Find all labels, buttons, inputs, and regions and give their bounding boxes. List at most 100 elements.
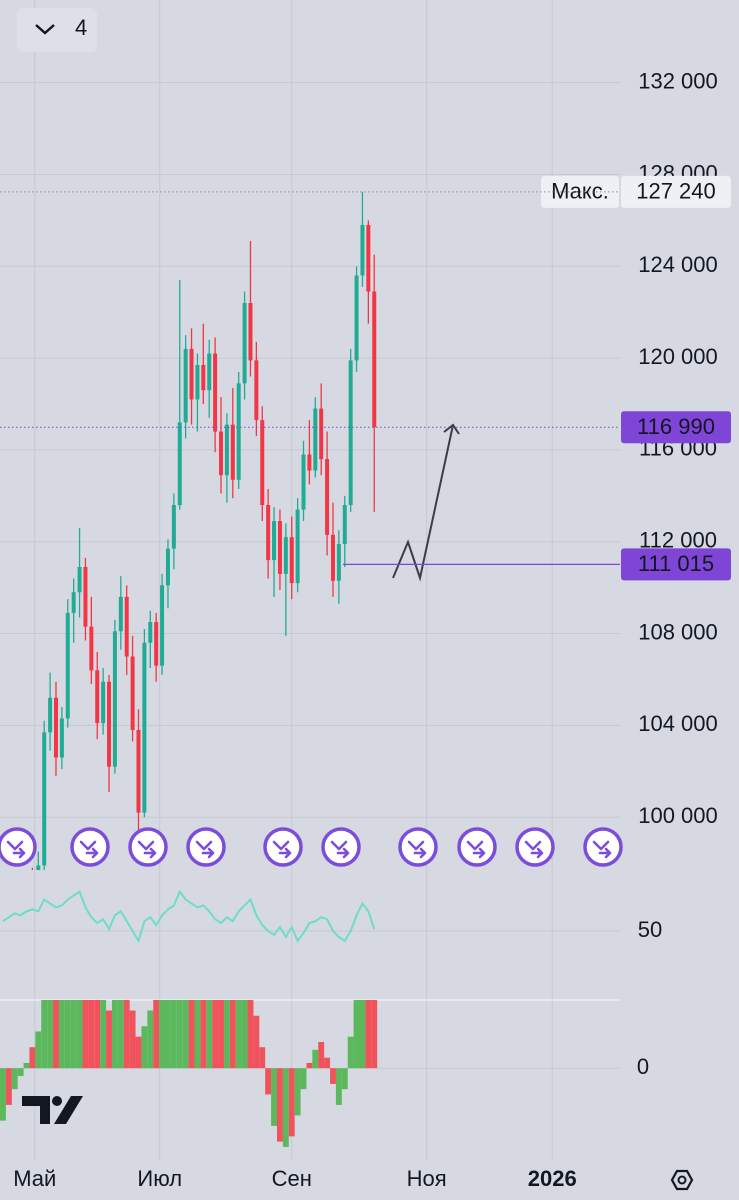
event-icon-glyph [195,840,215,859]
histogram-bar [29,1047,36,1069]
candle-body [342,505,347,545]
candle-body [118,596,123,632]
histogram-bar [335,1068,342,1105]
candle-body [330,534,335,581]
price-name: Макс. [551,179,609,204]
event-icon[interactable] [583,827,623,867]
histogram-bar [117,1000,124,1069]
event-icon[interactable] [0,827,37,867]
candle-body [154,622,159,666]
candle-body [42,732,47,866]
candle-body [266,505,271,561]
event-icon[interactable] [321,827,361,867]
histogram-bar [82,1000,89,1069]
candle-body [71,592,76,613]
histogram-bar [35,1031,42,1069]
histogram-bar [53,1000,59,1069]
candle-body [248,303,253,361]
candle-body [230,424,235,480]
price-label-box [621,175,731,208]
histogram-bar [218,1000,224,1069]
rsi-line [2,889,376,944]
candle-body [325,459,330,535]
histogram-bar [365,1000,372,1069]
logo-part [52,1096,62,1106]
candle-body [201,364,206,391]
histogram-bar [129,1010,136,1069]
event-icon[interactable] [398,827,438,867]
candle-body [254,360,259,421]
hist-tick-label: 0 [637,1054,649,1079]
histogram-bar [76,1000,83,1069]
histogram-bar [194,1000,201,1069]
candle-body [319,408,324,460]
candle-body [213,353,218,432]
histogram-bar [353,1000,360,1069]
histogram-bar [70,1000,77,1069]
rsi-tick-label: 50 [638,917,662,942]
histogram-bar [23,1062,30,1069]
histogram-bar [58,1000,65,1069]
candle-body [224,424,229,476]
price-label: 111 015 [638,551,714,576]
histogram-bar [276,1068,283,1142]
event-icon[interactable] [515,827,555,867]
candle-body [77,566,82,593]
y-tick-label: 132 000 [638,68,718,93]
candle-body [354,275,359,361]
price-label-box [621,411,731,444]
histogram-bar [5,1068,12,1105]
event-icon[interactable] [263,827,303,867]
histogram-bar [165,1000,171,1069]
event-icons[interactable] [0,827,623,867]
histogram-bar [176,1000,183,1069]
event-icon-glyph [592,840,612,859]
histogram-bar [182,1000,189,1069]
histogram-bar [318,1041,325,1069]
y-tick-label: 100 000 [638,803,718,828]
histogram-bar [200,1000,207,1069]
candle-body [207,353,212,391]
x-tick-label: Май [13,1166,56,1191]
histogram-bar [64,1000,71,1069]
price-pane [31,191,377,870]
candle-body [65,612,70,719]
candle-body [165,548,170,586]
histogram-bar [259,1047,266,1069]
event-icon-glyph [79,840,99,859]
candle-body [95,670,100,724]
histogram-bar [324,1057,331,1069]
event-icon[interactable] [128,827,168,867]
histogram-bar [106,1010,112,1069]
candle-body [160,585,165,666]
histogram-bar [371,1000,378,1069]
candle-body [295,509,300,584]
event-icon[interactable] [457,827,497,867]
event-icon[interactable] [186,827,226,867]
event-icon-glyph [407,840,427,859]
histogram-bar [94,1000,101,1069]
candle-body [101,681,106,724]
histogram-bar [17,1068,24,1077]
candle-body [313,408,318,471]
candle-body [242,303,247,384]
histogram-bar [11,1068,18,1090]
histogram-bar [247,1000,254,1069]
candle-body [124,596,129,657]
histogram-pane [0,1000,378,1147]
x-tick-label: Ноя [407,1166,447,1191]
candle-body [283,537,288,574]
histogram-bar [330,1068,336,1084]
settings-button[interactable] [670,1169,694,1191]
x-tick-label: Сен [272,1166,312,1191]
histogram-bar [188,1000,195,1069]
interval-button[interactable]: 4 [17,8,97,52]
histogram-bar [341,1068,348,1090]
logo-part [54,1096,83,1124]
histogram-bar [282,1068,289,1147]
candle-body [301,454,306,510]
candle-body [348,360,353,506]
candle-body [307,454,312,471]
histogram-bar [300,1068,307,1090]
event-icon[interactable] [70,827,110,867]
